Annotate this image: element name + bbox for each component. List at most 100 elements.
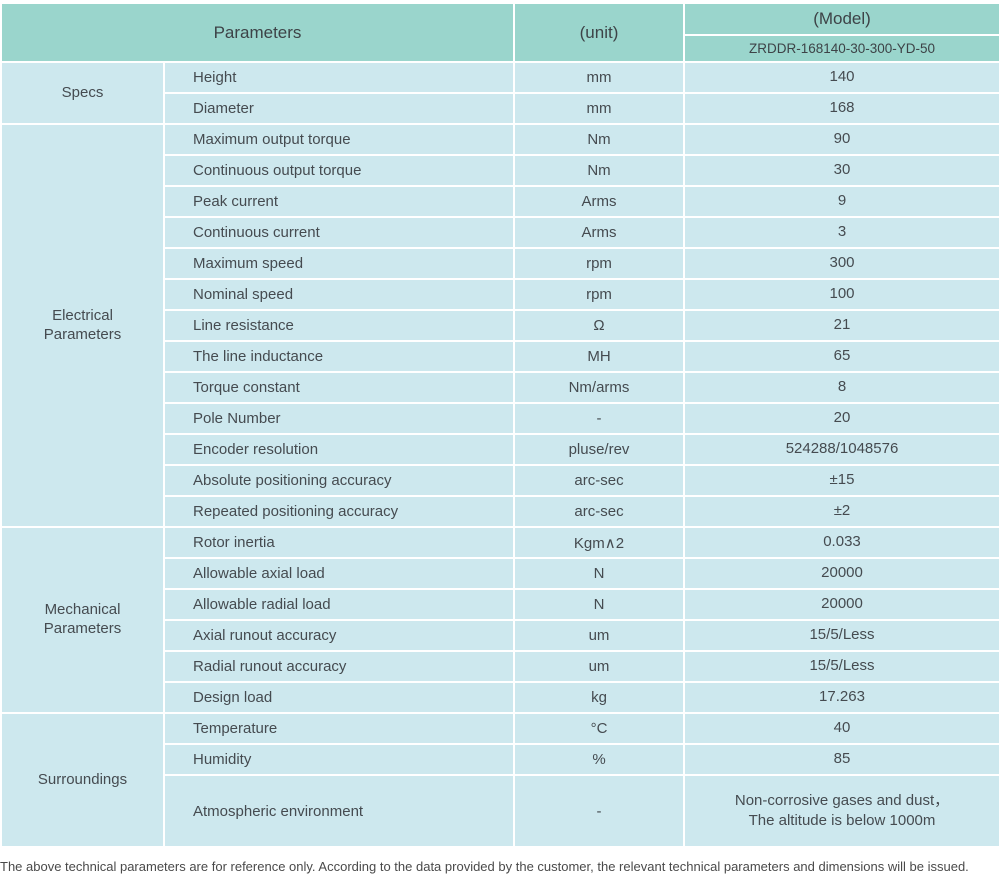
table-row: Continuous output torque Nm 30 <box>1 154 999 187</box>
param-name-cell: Allowable axial load <box>163 557 515 590</box>
param-name-cell: Diameter <box>163 92 515 125</box>
param-name-cell: Temperature <box>163 712 515 745</box>
table-row: Allowable radial load N 20000 <box>1 588 999 621</box>
category-label: Electrical Parameters <box>43 306 122 343</box>
unit-cell: Kgm∧2 <box>513 526 685 559</box>
value-cell: 85 <box>683 743 999 776</box>
param-name-cell: Pole Number <box>163 402 515 435</box>
unit-cell: rpm <box>513 247 685 280</box>
value-cell: ±15 <box>683 464 999 497</box>
header-model-value: ZRDDR-168140-30-300-YD-50 <box>683 34 999 63</box>
param-name-cell: Encoder resolution <box>163 433 515 466</box>
table-row: Nominal speed rpm 100 <box>1 278 999 311</box>
unit-cell: Nm/arms <box>513 371 685 404</box>
unit-cell: pluse/rev <box>513 433 685 466</box>
table-row: Continuous current Arms 3 <box>1 216 999 249</box>
table-header: Parameters (unit) (Model) ZRDDR-168140-3… <box>0 2 999 63</box>
unit-cell: - <box>513 402 685 435</box>
value-cell: 100 <box>683 278 999 311</box>
param-name-cell: Maximum speed <box>163 247 515 280</box>
category-specs: Specs <box>0 61 165 125</box>
category-label: Mechanical Parameters <box>43 601 122 637</box>
value-cell: 8 <box>683 371 999 404</box>
table-row: Radial runout accuracy um 15/5/Less <box>1 650 999 683</box>
value-cell: 20 <box>683 402 999 435</box>
unit-cell: arc-sec <box>513 495 685 528</box>
table-row: Torque constant Nm/arms 8 <box>1 371 999 404</box>
unit-cell: N <box>513 557 685 590</box>
unit-cell: Ω <box>513 309 685 342</box>
value-cell: 140 <box>683 61 999 94</box>
value-cell: 40 <box>683 712 999 745</box>
param-name-cell: Rotor inertia <box>163 526 515 559</box>
param-name-cell: Torque constant <box>163 371 515 404</box>
param-name-cell: Continuous output torque <box>163 154 515 187</box>
spec-table: Parameters (unit) (Model) ZRDDR-168140-3… <box>0 2 999 848</box>
table-row: Repeated positioning accuracy arc-sec ±2 <box>1 495 999 528</box>
value-cell: 90 <box>683 123 999 156</box>
unit-cell: mm <box>513 61 685 94</box>
table-row: Peak current Arms 9 <box>1 185 999 218</box>
unit-cell: mm <box>513 92 685 125</box>
unit-cell: °C <box>513 712 685 745</box>
value-cell: 20000 <box>683 588 999 621</box>
unit-cell: N <box>513 588 685 621</box>
value-cell: 20000 <box>683 557 999 590</box>
table-row: Humidity % 85 <box>1 743 999 776</box>
value-cell: Non-corrosive gases and dust， The altitu… <box>683 774 999 848</box>
value-cell: 300 <box>683 247 999 280</box>
value-cell: 0.033 <box>683 526 999 559</box>
unit-cell: Nm <box>513 123 685 156</box>
value-cell: 30 <box>683 154 999 187</box>
param-name-cell: The line inductance <box>163 340 515 373</box>
unit-cell: um <box>513 650 685 683</box>
table-row: Pole Number - 20 <box>1 402 999 435</box>
category-label: Surroundings <box>37 770 128 788</box>
param-name-cell: Axial runout accuracy <box>163 619 515 652</box>
header-parameters: Parameters <box>0 2 515 63</box>
param-name-cell: Radial runout accuracy <box>163 650 515 683</box>
unit-cell: Arms <box>513 216 685 249</box>
category-electrical-parameters: Electrical Parameters <box>0 123 165 528</box>
value-cell: 524288/1048576 <box>683 433 999 466</box>
param-name-cell: Peak current <box>163 185 515 218</box>
unit-cell: MH <box>513 340 685 373</box>
unit-cell: Nm <box>513 154 685 187</box>
value-cell: 15/5/Less <box>683 619 999 652</box>
table-row: Line resistance Ω 21 <box>1 309 999 342</box>
category-label: Specs <box>61 83 104 101</box>
table-row: The line inductance MH 65 <box>1 340 999 373</box>
table-body: Specs Height mm 140 Diameter mm 168 Elec… <box>0 61 999 848</box>
param-name-cell: Height <box>163 61 515 94</box>
table-row: Mechanical Parameters Rotor inertia Kgm∧… <box>0 526 999 714</box>
header-unit: (unit) <box>513 2 685 63</box>
param-name-cell: Atmospheric environment <box>163 774 515 848</box>
value-cell: 65 <box>683 340 999 373</box>
table-row: Diameter mm 168 <box>1 92 999 125</box>
header-model: (Model) <box>683 2 999 36</box>
param-name-cell: Repeated positioning accuracy <box>163 495 515 528</box>
value-cell: 15/5/Less <box>683 650 999 683</box>
param-name-cell: Allowable radial load <box>163 588 515 621</box>
footer-note: The above technical parameters are for r… <box>0 859 969 874</box>
unit-cell: um <box>513 619 685 652</box>
unit-cell: - <box>513 774 685 848</box>
param-name-cell: Line resistance <box>163 309 515 342</box>
table-row: Maximum speed rpm 300 <box>1 247 999 280</box>
table-row: Absolute positioning accuracy arc-sec ±1… <box>1 464 999 497</box>
value-cell: 3 <box>683 216 999 249</box>
param-name-cell: Humidity <box>163 743 515 776</box>
unit-cell: % <box>513 743 685 776</box>
unit-cell: Arms <box>513 185 685 218</box>
category-surroundings: Surroundings <box>0 712 165 848</box>
param-name-cell: Continuous current <box>163 216 515 249</box>
table-row: Encoder resolution pluse/rev 524288/1048… <box>1 433 999 466</box>
table-row: Allowable axial load N 20000 <box>1 557 999 590</box>
table-row: Electrical Parameters Maximum output tor… <box>0 123 999 528</box>
unit-cell: rpm <box>513 278 685 311</box>
param-name-cell: Maximum output torque <box>163 123 515 156</box>
table-row: Specs Height mm 140 <box>0 61 999 125</box>
value-cell: 9 <box>683 185 999 218</box>
table-row: Atmospheric environment - Non-corrosive … <box>1 774 999 848</box>
